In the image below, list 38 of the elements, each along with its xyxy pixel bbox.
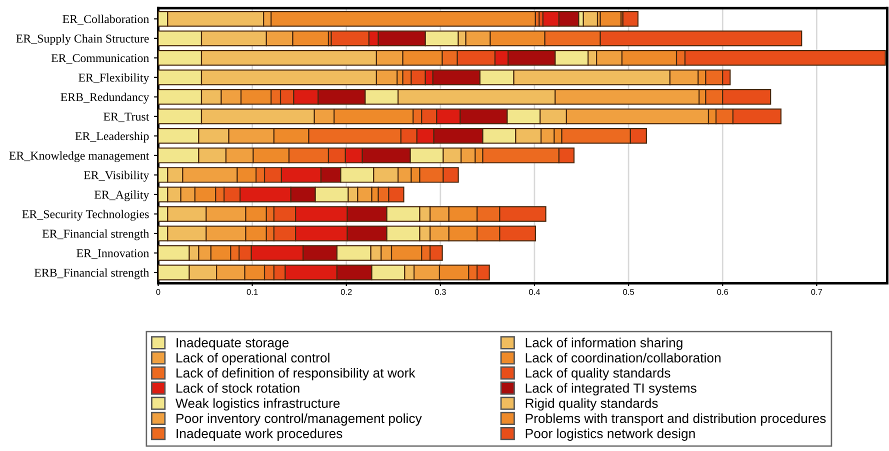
x-tick-label: 0.2 [340, 289, 352, 295]
legend-label: Problems with transport and distribution procedures [526, 413, 826, 426]
y-tick-label: ER_Leadership [75, 132, 149, 143]
legend-label: Inadequate storage [176, 338, 289, 350]
bar [600, 10, 622, 27]
y-tick-label: ERB_Financial strength [34, 268, 150, 280]
bar [622, 10, 639, 27]
legend-label: Lack of stock rotation [176, 383, 300, 393]
legend-label: Inadequate work procedures [176, 428, 342, 441]
x-tick-label: 0 [156, 289, 160, 295]
legend-label: Poor inventory control/management policy [176, 413, 422, 426]
x-tick-label: 0.1 [246, 289, 258, 295]
y-tick-label: ER_Trust [104, 112, 150, 122]
y-tick-label: ER_Knowledge management [9, 151, 150, 162]
y-tick-label: ER_Visibility [84, 170, 150, 182]
y-tick-label: ER_Collaboration [62, 14, 150, 25]
legend-label: Lack of quality standards [526, 368, 670, 380]
y-tick-label: ER_Supply Chain Structure [16, 34, 149, 46]
legend-label: Rigid quality standards [526, 398, 658, 411]
legend-label: Lack of coordination/collaboration [526, 352, 721, 363]
y-tick-label: ERB_Redundancy [60, 92, 150, 104]
legend-label: Lack of operational control [176, 352, 330, 366]
legend-label: Weak logistics infrastructure [176, 398, 340, 411]
legend-label: Lack of integrated TI systems [526, 383, 696, 396]
y-tick-label: ER_Financial strength [42, 229, 150, 240]
x-tick-label: 0.3 [434, 289, 446, 295]
x-tick-label: 0.7 [811, 289, 822, 295]
y-tick-label: ER_Agility [94, 190, 150, 202]
legend-label: Lack of definition of responsibility at work [176, 368, 416, 380]
y-tick-label: ER_Communication [51, 54, 150, 64]
x-tick-label: 0.6 [717, 289, 728, 295]
x-tick-label: 0.4 [529, 289, 540, 295]
x-tick-label: 0.5 [623, 289, 634, 295]
legend-label: Poor logistics network design [526, 428, 695, 441]
y-tick-label: ER_Security Technologies [22, 210, 149, 221]
y-tick-label: ER_Innovation [76, 249, 150, 259]
legend-label: Lack of information sharing [526, 338, 682, 350]
y-tick-label: ER_Flexibility [78, 73, 150, 84]
